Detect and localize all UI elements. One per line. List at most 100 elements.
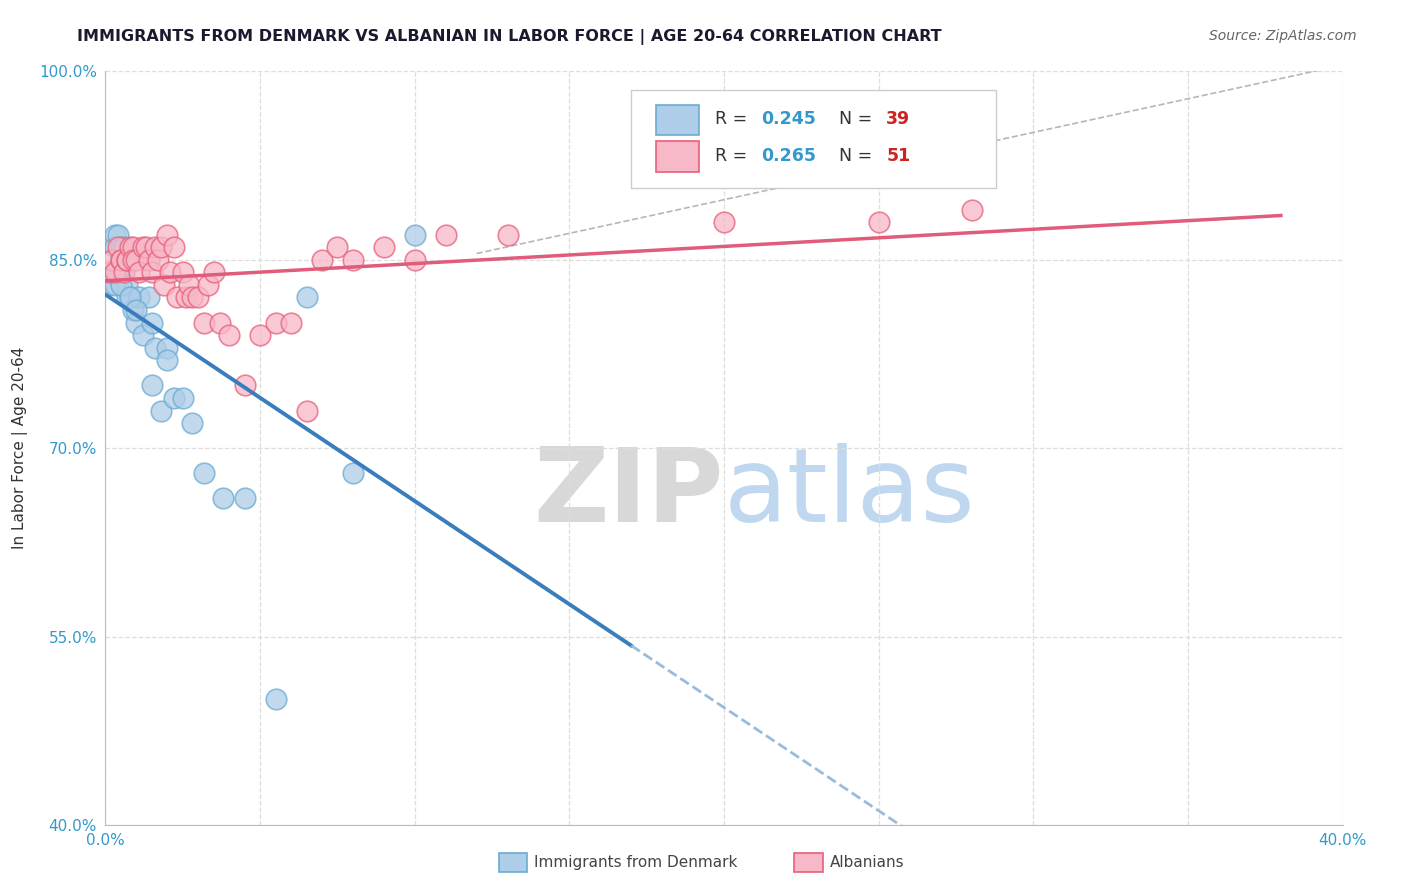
Point: [295, 291, 318, 305]
Point: [177, 277, 200, 292]
Point: [122, 240, 145, 254]
Point: [131, 240, 153, 254]
Point: [104, 227, 127, 242]
Point: [404, 227, 426, 242]
Point: [159, 265, 181, 279]
Point: [104, 265, 127, 279]
Point: [202, 265, 225, 279]
Point: [128, 291, 150, 305]
Point: [162, 240, 184, 254]
Point: [166, 291, 188, 305]
Point: [143, 240, 166, 254]
Point: [115, 291, 138, 305]
Point: [97, 277, 120, 292]
Point: [326, 240, 349, 254]
Point: [125, 303, 148, 318]
Point: [125, 316, 148, 330]
Point: [295, 403, 318, 417]
Point: [125, 252, 148, 267]
Text: 39: 39: [886, 110, 910, 128]
Point: [193, 316, 215, 330]
Point: [97, 265, 120, 279]
Point: [208, 316, 231, 330]
Point: [150, 240, 173, 254]
Point: [156, 353, 179, 368]
Text: ZIP: ZIP: [534, 443, 724, 544]
Point: [181, 291, 204, 305]
Point: [264, 316, 287, 330]
Point: [713, 215, 735, 229]
Point: [174, 291, 197, 305]
Point: [112, 240, 135, 254]
Point: [120, 291, 142, 305]
Point: [104, 277, 127, 292]
Point: [112, 265, 135, 279]
Point: [131, 328, 153, 343]
Point: [156, 227, 179, 242]
Point: [181, 416, 204, 430]
Point: [233, 378, 256, 392]
Point: [120, 240, 142, 254]
Point: [156, 341, 179, 355]
Text: N =: N =: [839, 110, 877, 128]
Bar: [657, 105, 699, 136]
Point: [112, 265, 135, 279]
Point: [153, 277, 176, 292]
Point: [146, 252, 169, 267]
Text: Immigrants from Denmark: Immigrants from Denmark: [534, 855, 738, 870]
Point: [112, 252, 135, 267]
Point: [120, 291, 142, 305]
Point: [110, 277, 132, 292]
Text: atlas: atlas: [724, 443, 976, 544]
Point: [107, 227, 129, 242]
Point: [110, 252, 132, 267]
Text: IMMIGRANTS FROM DENMARK VS ALBANIAN IN LABOR FORCE | AGE 20-64 CORRELATION CHART: IMMIGRANTS FROM DENMARK VS ALBANIAN IN L…: [77, 29, 942, 45]
Text: R =: R =: [716, 110, 754, 128]
Point: [218, 328, 240, 343]
Point: [110, 240, 132, 254]
Point: [138, 291, 160, 305]
Point: [100, 265, 122, 279]
Point: [135, 240, 157, 254]
Point: [110, 252, 132, 267]
Point: [311, 252, 333, 267]
Point: [107, 240, 129, 254]
Point: [104, 240, 127, 254]
Point: [115, 277, 138, 292]
Point: [115, 252, 138, 267]
Point: [868, 215, 890, 229]
Bar: [657, 142, 699, 171]
Point: [187, 291, 209, 305]
Y-axis label: In Labor Force | Age 20-64: In Labor Force | Age 20-64: [13, 347, 28, 549]
Point: [233, 491, 256, 506]
Point: [122, 252, 145, 267]
Point: [193, 467, 215, 481]
Point: [100, 252, 122, 267]
Point: [162, 391, 184, 405]
Point: [404, 252, 426, 267]
Point: [249, 328, 271, 343]
Point: [280, 316, 302, 330]
Text: Source: ZipAtlas.com: Source: ZipAtlas.com: [1209, 29, 1357, 43]
Point: [264, 692, 287, 706]
Point: [172, 391, 194, 405]
Point: [107, 265, 129, 279]
Point: [172, 265, 194, 279]
Point: [141, 378, 163, 392]
Point: [342, 467, 364, 481]
Point: [150, 403, 173, 417]
Point: [212, 491, 235, 506]
Point: [138, 252, 160, 267]
FancyBboxPatch shape: [631, 90, 997, 188]
Text: R =: R =: [716, 147, 754, 165]
Point: [143, 341, 166, 355]
Point: [115, 252, 138, 267]
Point: [373, 240, 395, 254]
Text: Albanians: Albanians: [830, 855, 904, 870]
Text: N =: N =: [839, 147, 877, 165]
Point: [141, 265, 163, 279]
Text: 0.265: 0.265: [761, 147, 817, 165]
Point: [122, 303, 145, 318]
Point: [128, 265, 150, 279]
Point: [110, 252, 132, 267]
